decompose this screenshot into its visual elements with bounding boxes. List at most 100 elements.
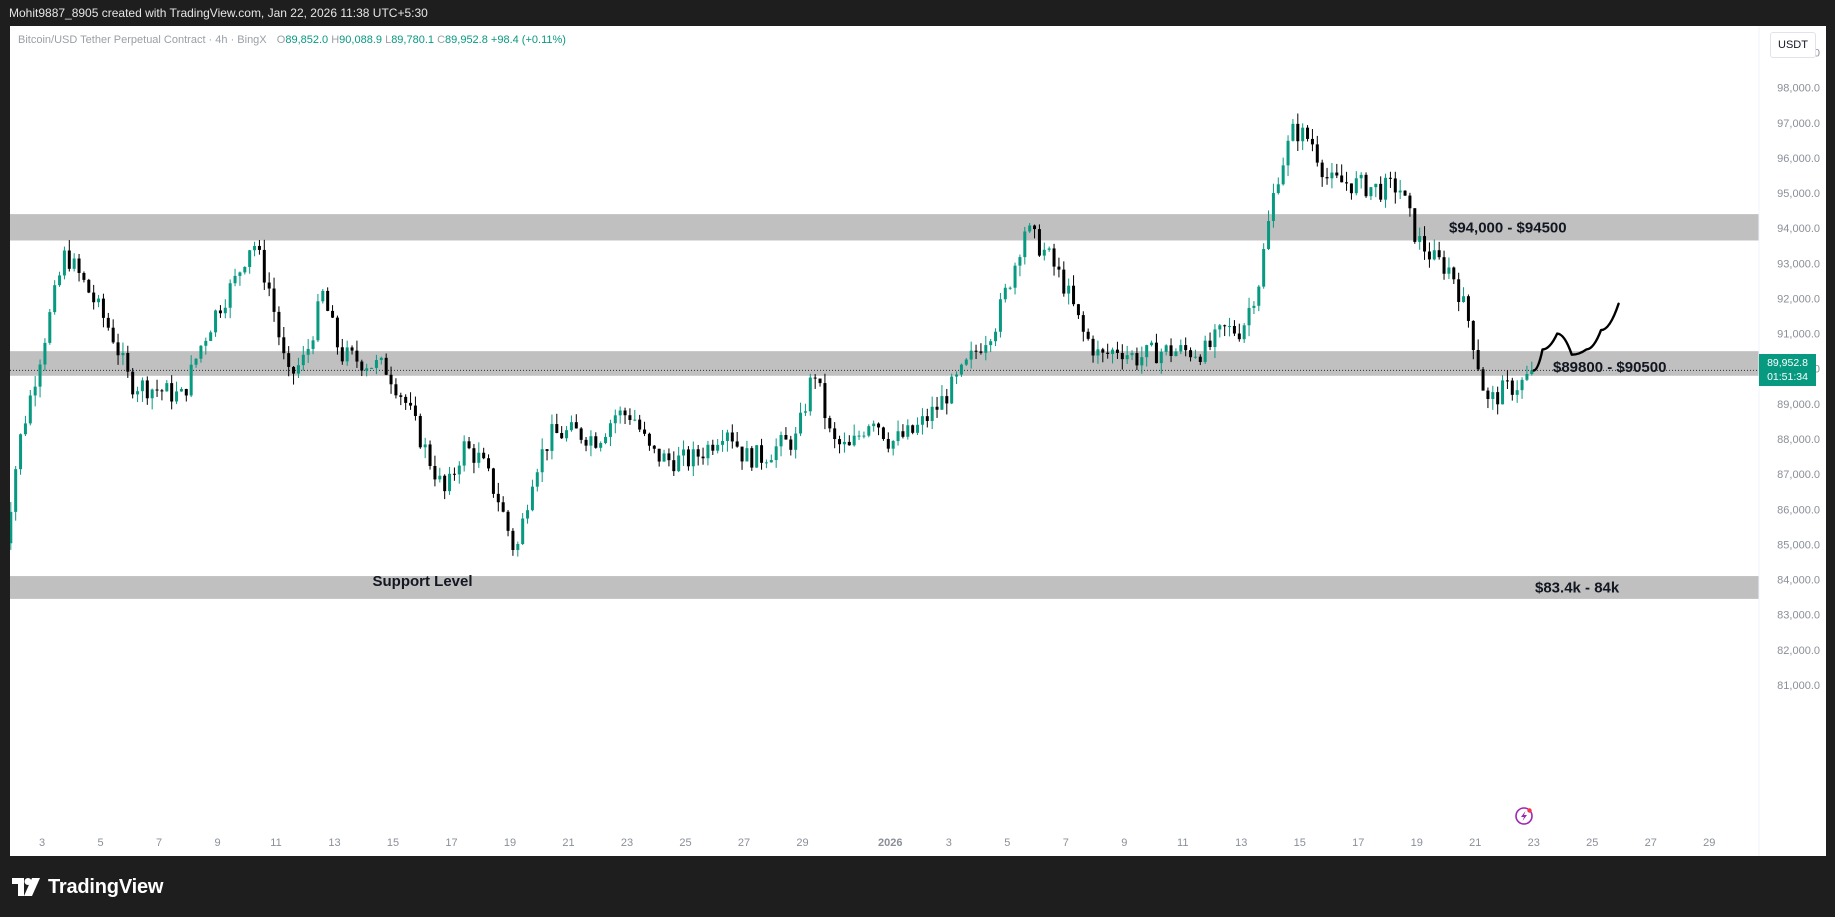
candle — [10, 502, 13, 550]
price-chart[interactable]: $94,000 - $94500 $89800 - $90500 $83.4k - … — [10, 26, 1826, 856]
candle — [1174, 348, 1178, 357]
candle — [828, 415, 832, 433]
candle — [1457, 272, 1461, 312]
candle — [721, 429, 725, 452]
candle — [496, 482, 500, 512]
candle — [404, 394, 408, 410]
candle — [1096, 340, 1100, 364]
candle — [467, 436, 471, 450]
candle — [155, 379, 159, 397]
candle — [574, 414, 578, 429]
y-axis-tick-label: 86,000.0 — [1777, 504, 1820, 516]
candle — [1423, 226, 1427, 260]
y-axis-tick-label: 93,000.0 — [1777, 258, 1820, 270]
candle — [472, 443, 476, 474]
candle — [306, 339, 310, 363]
candle — [1520, 377, 1524, 399]
candle — [1003, 283, 1007, 303]
zone-rect[interactable] — [10, 576, 1759, 599]
candle — [867, 424, 871, 438]
candle — [1237, 323, 1241, 342]
candle — [38, 359, 42, 398]
chart-panel[interactable]: $94,000 - $94500 $89800 - $90500 $83.4k - … — [10, 26, 1826, 856]
candle — [418, 413, 422, 449]
x-axis-tick-label: 17 — [445, 837, 457, 849]
candle — [1364, 172, 1368, 198]
candle — [1135, 347, 1139, 371]
candle — [365, 363, 369, 377]
candle — [891, 440, 895, 456]
y-axis-tick-label: 96,000.0 — [1777, 153, 1820, 165]
candle — [355, 340, 359, 368]
candle — [657, 448, 661, 467]
candle — [852, 424, 856, 447]
candle — [72, 253, 76, 272]
candle — [1330, 162, 1334, 189]
candle — [184, 388, 188, 402]
currency-selector[interactable]: USDT — [1770, 32, 1816, 58]
y-axis-tick-label: 82,000.0 — [1777, 645, 1820, 657]
x-axis-tick-label: 29 — [1703, 837, 1715, 849]
zone-rect[interactable] — [10, 351, 1759, 376]
candle — [604, 433, 608, 445]
candle — [82, 271, 86, 283]
candle — [1242, 323, 1246, 343]
candle — [589, 430, 593, 457]
zone-label: $94,000 - $94500 — [1449, 219, 1567, 236]
candle — [516, 541, 520, 557]
tradingview-logo[interactable]: TradingView — [12, 874, 163, 900]
candle — [1125, 345, 1129, 364]
candle — [1427, 242, 1431, 268]
candle — [374, 354, 378, 375]
candle — [1086, 328, 1090, 341]
candle — [535, 468, 539, 492]
zone-label: $89800 - $90500 — [1553, 359, 1666, 376]
candle — [233, 268, 237, 287]
candle — [1301, 123, 1305, 151]
candle — [989, 338, 993, 353]
candle — [331, 305, 335, 319]
y-axis-tick-label: 87,000.0 — [1777, 469, 1820, 481]
candle — [994, 328, 998, 347]
candle — [272, 277, 276, 322]
candle — [974, 344, 978, 360]
candle — [969, 341, 973, 369]
candle — [394, 378, 398, 399]
candle — [189, 355, 193, 398]
zone-rect[interactable] — [10, 214, 1759, 241]
symbol-description[interactable]: Bitcoin/USD Tether Perpetual Contract · … — [18, 34, 267, 46]
candle — [462, 435, 466, 472]
alert-icon[interactable] — [1515, 807, 1533, 825]
candle — [886, 432, 890, 453]
candle — [847, 435, 851, 446]
y-axis-tick-label: 97,000.0 — [1777, 118, 1820, 130]
candle — [1403, 190, 1407, 196]
candle — [1437, 241, 1441, 260]
candle — [175, 381, 179, 405]
candle — [701, 447, 705, 465]
candle — [140, 377, 144, 402]
candle — [794, 426, 798, 459]
candle — [950, 373, 954, 405]
candle — [345, 340, 349, 366]
candle — [1081, 311, 1085, 342]
candle — [530, 479, 534, 512]
candle — [87, 278, 91, 294]
candle — [1140, 346, 1144, 374]
candle — [111, 319, 115, 344]
x-axis-tick-label: 9 — [1121, 837, 1127, 849]
candle — [1008, 286, 1012, 290]
candle — [326, 287, 330, 312]
candle — [428, 440, 432, 470]
candle — [179, 387, 183, 392]
candle — [1101, 347, 1105, 363]
candle — [1345, 171, 1349, 191]
candle — [579, 427, 583, 444]
candle — [1150, 340, 1154, 347]
candle — [940, 385, 944, 410]
candle — [1398, 179, 1402, 199]
candle — [1052, 243, 1056, 276]
x-axis-tick-label: 13 — [328, 837, 340, 849]
candle — [1023, 226, 1027, 265]
x-axis-tick-label: 17 — [1352, 837, 1364, 849]
